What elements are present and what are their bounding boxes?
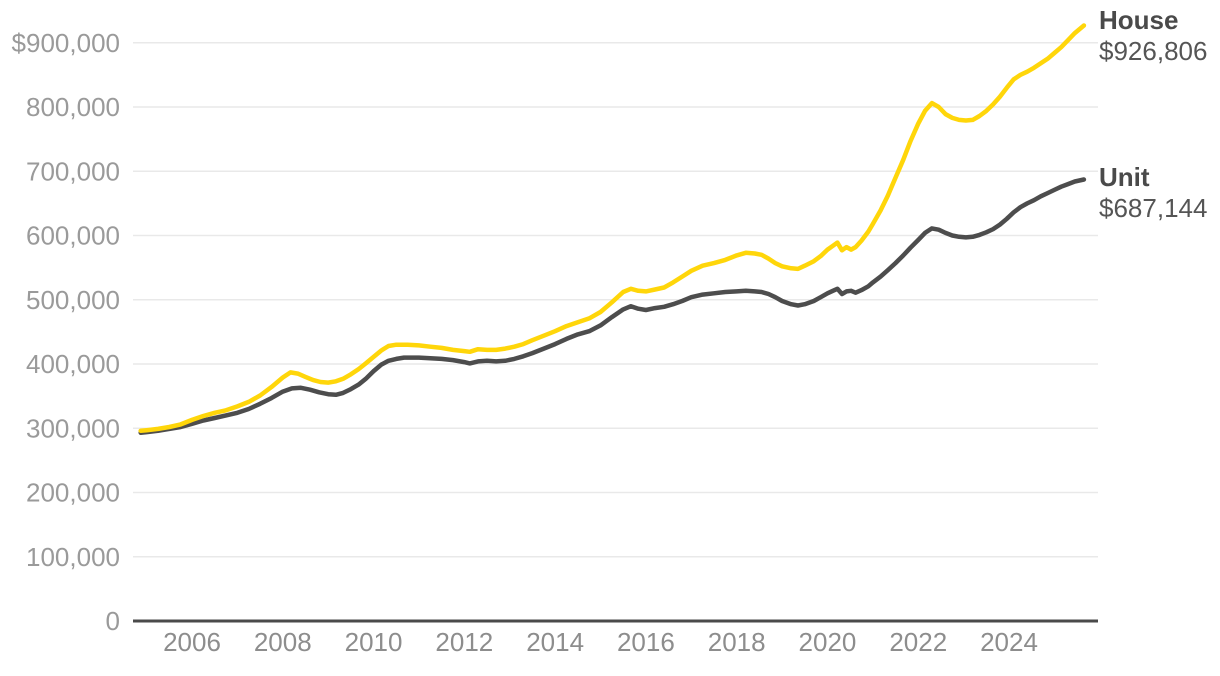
x-axis-tick-label: 2010: [345, 627, 403, 657]
legend-house-name: House: [1099, 5, 1179, 35]
x-axis-tick-label: 2008: [254, 627, 312, 657]
legend-unit-value: $687,144: [1099, 193, 1208, 223]
x-axis-tick-label: 2020: [799, 627, 857, 657]
y-axis-tick-label: 800,000: [26, 92, 120, 122]
series-line-unit: [138, 177, 1087, 435]
y-axis-tick-label: $900,000: [12, 28, 120, 58]
y-axis-tick-label: 500,000: [26, 285, 120, 315]
x-axis-tick-label: 2016: [617, 627, 675, 657]
x-axis-tick-label: 2006: [163, 627, 221, 657]
series-line-house: [138, 23, 1087, 434]
legend-unit: Unit $687,144: [1099, 162, 1220, 224]
x-axis-tick-label: 2022: [889, 627, 947, 657]
x-axis-tick-label: 2018: [708, 627, 766, 657]
legend-house-value: $926,806: [1099, 36, 1208, 66]
y-axis-tick-label: 600,000: [26, 221, 120, 251]
y-axis-tick-label: 400,000: [26, 349, 120, 379]
y-axis-tick-label: 700,000: [26, 156, 120, 186]
x-axis-tick-label: 2024: [980, 627, 1038, 657]
y-axis-tick-label: 100,000: [26, 542, 120, 572]
y-axis-tick-label: 200,000: [26, 478, 120, 508]
legend-house: House $926,806: [1099, 5, 1220, 67]
y-axis-tick-label: 300,000: [26, 413, 120, 443]
y-axis-tick-label: 0: [106, 606, 120, 636]
x-axis-tick-label: 2012: [435, 627, 493, 657]
x-axis-tick-label: 2014: [526, 627, 584, 657]
legend-unit-name: Unit: [1099, 162, 1150, 192]
